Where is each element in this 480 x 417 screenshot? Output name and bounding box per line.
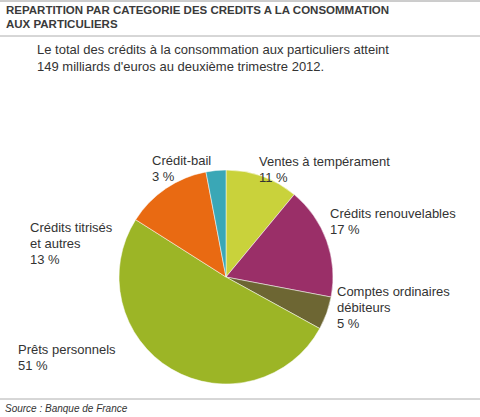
slice-value: 13 %: [30, 252, 60, 267]
slice-label: Prêts personnels: [18, 342, 116, 357]
pie: [119, 170, 333, 384]
pie-slice: [206, 170, 226, 277]
title: REPARTITION PAR CATEGORIE DES CREDITS A …: [6, 4, 389, 30]
chart-root: REPARTITION PAR CATEGORIE DES CREDITS A …: [0, 0, 480, 417]
slice-label: Crédit-bail: [152, 153, 211, 168]
slice-value: 11 %: [259, 170, 288, 185]
top-rule: [0, 1, 480, 2]
title-rule: [0, 36, 480, 37]
slice-label: Crédits titriséset autres: [30, 220, 113, 251]
chart-svg: REPARTITION PAR CATEGORIE DES CREDITS A …: [0, 0, 480, 417]
slice-label: Crédits renouvelables: [330, 206, 456, 221]
slice-value: 3 %: [152, 169, 175, 184]
slice-value: 5 %: [337, 316, 360, 331]
source: Source : Banque de France: [5, 403, 128, 414]
slice-label: Ventes à tempérament: [259, 154, 390, 169]
slice-value: 17 %: [330, 222, 360, 237]
source-rule: [0, 399, 480, 400]
slice-label: Comptes ordinairesdébiteurs: [337, 284, 450, 315]
subtitle: Le total des crédits à la consommation a…: [37, 42, 389, 74]
slice-value: 51 %: [18, 358, 48, 373]
